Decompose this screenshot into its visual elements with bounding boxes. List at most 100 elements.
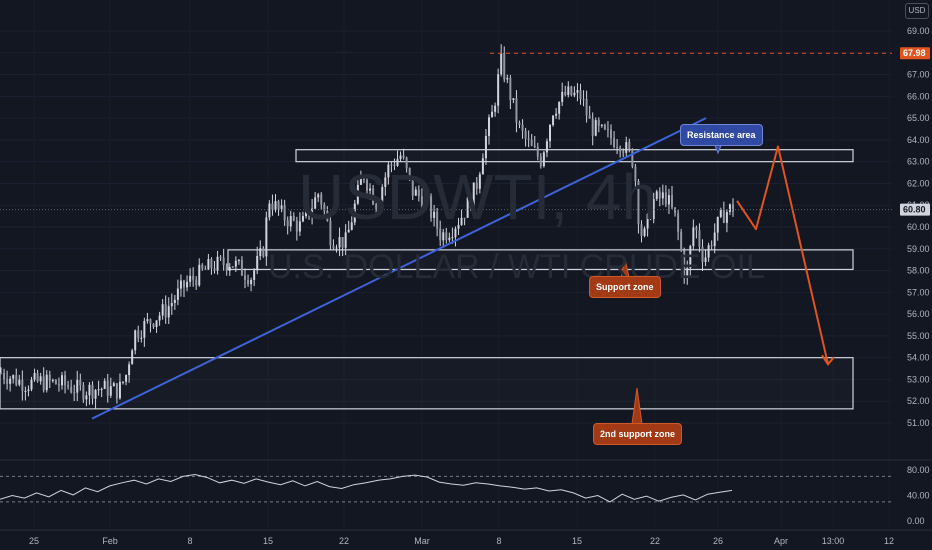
candle-body[interactable] xyxy=(158,315,161,321)
candle-body[interactable] xyxy=(253,270,256,280)
candle-body[interactable] xyxy=(616,146,619,148)
candle-body[interactable] xyxy=(183,280,185,288)
candle-body[interactable] xyxy=(167,306,170,318)
candle-body[interactable] xyxy=(478,174,481,189)
candle-body[interactable] xyxy=(677,213,680,232)
candle-body[interactable] xyxy=(698,230,701,247)
candle-body[interactable] xyxy=(649,213,652,220)
candle-body[interactable] xyxy=(57,384,60,386)
candle-body[interactable] xyxy=(286,220,289,227)
candle-body[interactable] xyxy=(301,216,304,222)
candle-body[interactable] xyxy=(109,386,112,396)
candle-body[interactable] xyxy=(292,216,295,221)
second-support-zone[interactable] xyxy=(0,357,854,410)
candle-body[interactable] xyxy=(661,192,664,199)
candle-body[interactable] xyxy=(417,189,420,197)
candle-body[interactable] xyxy=(234,260,237,267)
candle-body[interactable] xyxy=(591,118,594,136)
rsi-pane[interactable]: 80.00 40.00 0.00 xyxy=(0,465,930,526)
candle-body[interactable] xyxy=(262,248,265,257)
candle-body[interactable] xyxy=(716,216,719,233)
candle-body[interactable] xyxy=(353,203,356,223)
candle-body[interactable] xyxy=(408,168,411,177)
candle-body[interactable] xyxy=(210,259,213,269)
candle-body[interactable] xyxy=(106,380,109,396)
candle-body[interactable] xyxy=(18,379,21,385)
candle-body[interactable] xyxy=(128,364,131,376)
candle-body[interactable] xyxy=(9,378,12,384)
candle-body[interactable] xyxy=(725,211,728,223)
candle-body[interactable] xyxy=(460,217,463,225)
candle-body[interactable] xyxy=(332,245,335,249)
candle-body[interactable] xyxy=(259,248,262,257)
candle-body[interactable] xyxy=(664,192,667,205)
candle-body[interactable] xyxy=(115,383,118,399)
candle-body[interactable] xyxy=(51,379,54,381)
candle-body[interactable] xyxy=(536,147,539,157)
candle-body[interactable] xyxy=(198,264,201,286)
candle-body[interactable] xyxy=(457,224,460,229)
candle-body[interactable] xyxy=(112,383,115,387)
candle-body[interactable] xyxy=(414,189,417,196)
candle-body[interactable] xyxy=(366,179,368,191)
candle-body[interactable] xyxy=(594,120,597,136)
candle-body[interactable] xyxy=(213,268,216,271)
candle-body[interactable] xyxy=(15,375,18,385)
candle-body[interactable] xyxy=(643,228,646,236)
candle-body[interactable] xyxy=(295,220,298,232)
candle-body[interactable] xyxy=(567,86,570,96)
candle-body[interactable] xyxy=(646,213,649,229)
candle-body[interactable] xyxy=(265,217,268,257)
candle-body[interactable] xyxy=(140,337,143,339)
candle-body[interactable] xyxy=(518,122,521,125)
candle-body[interactable] xyxy=(271,203,274,210)
candle-body[interactable] xyxy=(73,392,76,394)
candle-body[interactable] xyxy=(445,232,448,240)
candle-body[interactable] xyxy=(552,115,555,126)
rsi-line[interactable] xyxy=(0,473,733,503)
candle-body[interactable] xyxy=(680,231,683,251)
candle-body[interactable] xyxy=(539,156,542,167)
candle-body[interactable] xyxy=(39,376,42,382)
candle-body[interactable] xyxy=(42,376,45,391)
candle-body[interactable] xyxy=(164,304,167,318)
candle-body[interactable] xyxy=(176,288,179,300)
last-price-tag[interactable] xyxy=(900,203,930,216)
candle-body[interactable] xyxy=(82,385,85,400)
candle-body[interactable] xyxy=(582,99,585,101)
candles-layer[interactable] xyxy=(0,44,734,409)
candle-body[interactable] xyxy=(67,385,70,388)
candle-body[interactable] xyxy=(359,177,362,185)
candle-body[interactable] xyxy=(94,389,97,399)
candle-body[interactable] xyxy=(613,138,616,147)
candle-body[interactable] xyxy=(399,155,402,160)
candle-body[interactable] xyxy=(237,260,240,262)
candle-body[interactable] xyxy=(186,281,189,288)
candle-body[interactable] xyxy=(603,124,606,130)
candle-body[interactable] xyxy=(722,209,725,223)
candle-body[interactable] xyxy=(674,207,677,214)
candle-body[interactable] xyxy=(137,330,140,339)
candle-body[interactable] xyxy=(149,319,152,324)
candle-body[interactable] xyxy=(430,196,433,218)
candle-body[interactable] xyxy=(619,147,622,152)
candle-body[interactable] xyxy=(289,216,292,227)
candle-body[interactable] xyxy=(146,319,149,322)
candle-body[interactable] xyxy=(61,375,63,386)
candle-body[interactable] xyxy=(463,217,466,219)
candle-body[interactable] xyxy=(30,379,33,390)
high-price-tag[interactable] xyxy=(900,47,930,60)
candle-body[interactable] xyxy=(323,204,326,211)
candle-body[interactable] xyxy=(689,246,692,269)
candle-body[interactable] xyxy=(161,304,164,316)
candle-body[interactable] xyxy=(372,188,375,205)
candle-body[interactable] xyxy=(356,184,359,204)
candle-body[interactable] xyxy=(143,321,146,338)
candle-body[interactable] xyxy=(524,130,527,139)
candle-body[interactable] xyxy=(732,204,734,212)
candle-body[interactable] xyxy=(573,92,576,96)
candle-body[interactable] xyxy=(350,222,353,230)
projection-layer[interactable] xyxy=(736,145,835,366)
candle-body[interactable] xyxy=(45,374,48,391)
second-support-zone-callout[interactable]: 2nd support zone xyxy=(593,423,682,445)
